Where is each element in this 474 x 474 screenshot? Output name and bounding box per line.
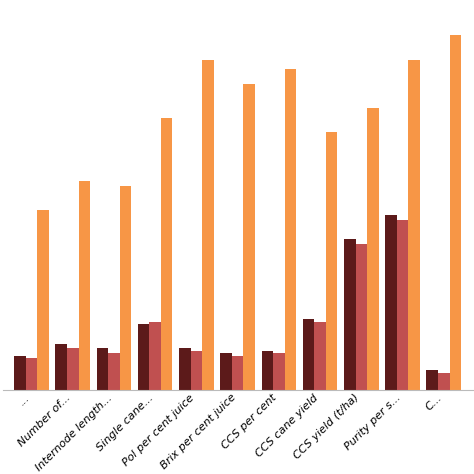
Bar: [161, 118, 173, 390]
Bar: [397, 220, 408, 390]
Bar: [55, 344, 67, 390]
Bar: [179, 348, 191, 390]
Bar: [14, 356, 26, 390]
Bar: [385, 215, 397, 390]
Bar: [37, 210, 49, 390]
Bar: [356, 244, 367, 390]
Bar: [97, 348, 108, 390]
Bar: [191, 351, 202, 390]
Bar: [232, 356, 244, 390]
Bar: [244, 84, 255, 390]
Bar: [79, 181, 90, 390]
Bar: [149, 322, 161, 390]
Bar: [202, 60, 214, 390]
Bar: [284, 69, 296, 390]
Bar: [367, 108, 379, 390]
Bar: [326, 132, 337, 390]
Bar: [427, 370, 438, 390]
Bar: [303, 319, 314, 390]
Bar: [408, 60, 420, 390]
Bar: [220, 353, 232, 390]
Bar: [138, 324, 149, 390]
Bar: [344, 239, 356, 390]
Bar: [438, 373, 449, 390]
Bar: [262, 351, 273, 390]
Bar: [314, 322, 326, 390]
Bar: [273, 353, 284, 390]
Bar: [108, 353, 120, 390]
Bar: [26, 358, 37, 390]
Bar: [67, 348, 79, 390]
Bar: [449, 36, 461, 390]
Bar: [120, 186, 131, 390]
